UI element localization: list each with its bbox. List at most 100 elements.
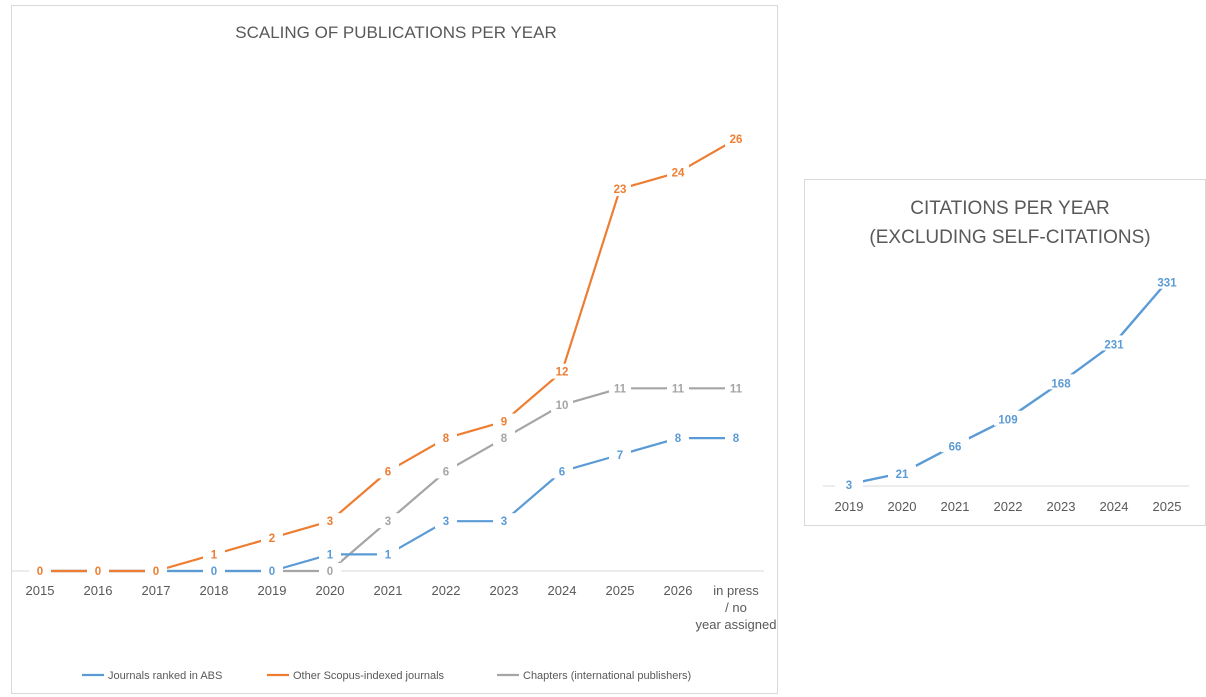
data-label-bg bbox=[261, 563, 283, 578]
series-line bbox=[848, 280, 1168, 486]
data-label-bg bbox=[551, 463, 573, 479]
x-tick-label: 2025 bbox=[1153, 499, 1182, 514]
data-label-bg bbox=[493, 513, 515, 529]
data-label: 26 bbox=[730, 134, 743, 146]
x-tick-label: 2024 bbox=[548, 583, 577, 598]
data-label: 8 bbox=[733, 433, 740, 445]
data-label-bg bbox=[835, 476, 863, 492]
x-tick-label: 2019 bbox=[835, 499, 864, 514]
data-label: 8 bbox=[501, 433, 508, 445]
x-tick-label: 2019 bbox=[258, 583, 287, 598]
x-tick-label: 2015 bbox=[26, 583, 55, 598]
data-label: 11 bbox=[730, 383, 743, 395]
x-tick-label: 2018 bbox=[200, 583, 229, 598]
citations-chart: CITATIONS PER YEAR (EXCLUDING SELF-CITAT… bbox=[804, 179, 1206, 526]
x-tick-label: 2024 bbox=[1100, 499, 1129, 514]
x-tick-label: 2023 bbox=[490, 583, 519, 598]
x-tick-label: 2025 bbox=[606, 583, 635, 598]
legend-entry: Chapters (international publishers) bbox=[523, 670, 691, 682]
data-label: 66 bbox=[949, 441, 962, 453]
data-label: 7 bbox=[617, 450, 623, 462]
data-label: 3 bbox=[327, 516, 333, 528]
data-label: 0 bbox=[37, 566, 43, 578]
legend-entry: Other Scopus-indexed journals bbox=[293, 670, 445, 682]
data-label: 8 bbox=[443, 433, 450, 445]
x-tick-label: 2022 bbox=[994, 499, 1023, 514]
data-label-bg bbox=[888, 465, 916, 481]
data-label: 109 bbox=[998, 415, 1017, 427]
data-label-bg bbox=[725, 430, 747, 446]
data-label-bg bbox=[377, 546, 399, 562]
data-label-bg bbox=[145, 563, 167, 578]
data-label: 0 bbox=[153, 566, 159, 578]
chart-title-line-1: CITATIONS PER YEAR bbox=[910, 198, 1110, 219]
x-tick-label: 2017 bbox=[142, 583, 171, 598]
data-label-bg bbox=[609, 446, 631, 462]
x-tick-label: 2020 bbox=[316, 583, 345, 598]
data-label-bg bbox=[941, 437, 969, 453]
data-label: 0 bbox=[269, 566, 275, 578]
data-label: 11 bbox=[614, 383, 627, 395]
x-tick-label: 2021 bbox=[941, 499, 970, 514]
data-label: 231 bbox=[1104, 339, 1124, 351]
data-label: 6 bbox=[385, 466, 391, 478]
data-label: 23 bbox=[614, 184, 627, 196]
data-label: 1 bbox=[327, 549, 334, 561]
data-label: 12 bbox=[556, 367, 569, 379]
data-label-bg bbox=[377, 513, 399, 529]
data-label-bg bbox=[319, 546, 341, 562]
data-label-bg bbox=[551, 363, 573, 379]
data-label: 2 bbox=[269, 533, 275, 545]
chart-title: SCALING OF PUBLICATIONS PER YEAR bbox=[235, 23, 557, 42]
x-tick-label: 2020 bbox=[888, 499, 917, 514]
series-line-1 bbox=[40, 138, 737, 573]
data-label-bg bbox=[261, 529, 283, 545]
data-label-bg bbox=[319, 563, 341, 578]
legend-entry: Journals ranked in ABS bbox=[108, 670, 222, 682]
data-label-bg bbox=[609, 380, 631, 396]
data-label: 0 bbox=[211, 566, 217, 578]
data-label-bg bbox=[319, 513, 341, 529]
data-label-bg bbox=[29, 563, 51, 578]
data-label: 10 bbox=[556, 400, 569, 412]
data-label: 8 bbox=[675, 433, 682, 445]
data-label: 1 bbox=[211, 549, 218, 561]
series-line-2 bbox=[40, 387, 736, 573]
data-label: 0 bbox=[95, 566, 101, 578]
data-label-bg bbox=[493, 413, 515, 429]
x-tick-label: 2026 bbox=[664, 583, 693, 598]
data-label-bg bbox=[435, 463, 457, 479]
x-tick-label: 2023 bbox=[1047, 499, 1076, 514]
data-label: 9 bbox=[501, 417, 507, 429]
data-label-bg bbox=[87, 563, 109, 578]
data-label: 24 bbox=[672, 167, 685, 179]
chart-title-line-2: (EXCLUDING SELF-CITATIONS) bbox=[869, 227, 1150, 248]
data-label-bg bbox=[667, 380, 689, 396]
x-tick-label: 2016 bbox=[84, 583, 113, 598]
data-label: 3 bbox=[443, 516, 449, 528]
x-tick-label: in press / no year assigned bbox=[696, 583, 777, 632]
data-label: 1 bbox=[385, 549, 392, 561]
x-tick-label: 2021 bbox=[374, 583, 403, 598]
data-label-bg bbox=[493, 430, 515, 446]
data-label-bg bbox=[551, 396, 573, 412]
citations-chart-svg: CITATIONS PER YEAR (EXCLUDING SELF-CITAT… bbox=[823, 198, 1189, 514]
data-label-bg bbox=[203, 546, 225, 562]
data-label-bg bbox=[725, 380, 747, 396]
data-label: 3 bbox=[501, 516, 507, 528]
data-label-bg bbox=[667, 430, 689, 446]
data-label: 3 bbox=[846, 480, 852, 492]
data-label: 6 bbox=[559, 466, 565, 478]
data-label-bg bbox=[725, 131, 747, 147]
data-label-bg bbox=[1153, 273, 1181, 289]
data-label: 0 bbox=[327, 566, 333, 578]
data-label: 6 bbox=[443, 466, 449, 478]
data-label-bg bbox=[203, 563, 225, 578]
data-label-bg bbox=[609, 181, 631, 197]
data-label: 168 bbox=[1051, 378, 1071, 390]
data-label-bg bbox=[667, 164, 689, 180]
publications-chart: SCALING OF PUBLICATIONS PER YEAR 2015 201… bbox=[11, 5, 778, 694]
data-label-bg bbox=[994, 410, 1022, 426]
data-label: 3 bbox=[385, 516, 391, 528]
data-label-bg bbox=[435, 513, 457, 529]
